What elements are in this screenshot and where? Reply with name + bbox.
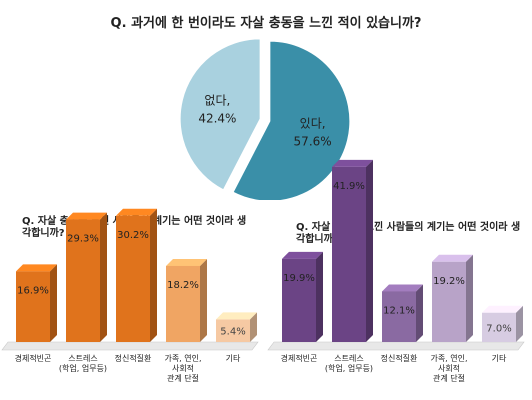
chart-floor (267, 341, 525, 351)
bar-value-label: 18.2% (167, 280, 199, 291)
bar-side (516, 305, 523, 342)
category-label: 기타 (491, 354, 507, 363)
bar-top (332, 159, 373, 167)
bar-value-label: 29.3% (67, 234, 99, 245)
category-label: 기타 (225, 354, 241, 363)
bar (216, 319, 250, 342)
bar-top (482, 305, 523, 313)
bar (332, 166, 366, 342)
bar-top (432, 254, 473, 262)
bar-top (66, 212, 107, 220)
bar-side (316, 251, 323, 342)
bar-value-label: 12.1% (383, 305, 415, 316)
category-label: 가족, 연인, 사회적 관계 단절 (164, 354, 202, 383)
bar-side (200, 258, 207, 342)
bar (432, 261, 466, 342)
bar (282, 258, 316, 342)
bar (166, 265, 200, 342)
category-label: 스트레스 (학업, 업무등) (324, 354, 374, 373)
bar-top (16, 264, 57, 272)
bar-value-label: 7.0% (486, 323, 511, 334)
pie-slice (232, 40, 351, 200)
left-bar-chart: 16.9% 29.3% 30.2% 18.2% 5.4% (1, 208, 259, 351)
bar-top (282, 251, 323, 259)
bar (382, 291, 416, 342)
pie-slice-value: 42.4% (198, 111, 236, 125)
pie-slice-label: 있다, (300, 117, 326, 131)
bar-top (166, 258, 207, 266)
bar (66, 219, 100, 342)
pie-slice-value: 57.6% (294, 135, 332, 149)
bar-side (366, 159, 373, 342)
bar-side (50, 264, 57, 342)
bar (116, 215, 150, 342)
page-title: Q. 과거에 한 번이라도 자살 충동을 느낀 적이 있습니까? (110, 16, 422, 31)
category-label: 가족, 연인, 사회적 관계 단절 (430, 354, 468, 383)
bar-top (216, 312, 257, 320)
bar-side (100, 212, 107, 342)
category-label: 정신적질환 (380, 354, 418, 363)
bar-side (416, 284, 423, 342)
bar-side (250, 312, 257, 342)
right-chart-title: Q. 자살 충동을 느낀 사람들의 계기는 어떤 것이라 생각합니까? (296, 222, 521, 245)
category-label: 스트레스 (학업, 업무등) (58, 354, 108, 373)
right-bar-chart: 19.9% 41.9% 12.1% 19.2% 7.0% (267, 159, 525, 351)
bar (16, 271, 50, 342)
pie-slice (179, 38, 261, 191)
bar (482, 312, 516, 342)
bar-value-label: 16.9% (17, 285, 49, 296)
pie-slice-label: 없다, (204, 93, 230, 107)
bar-value-label: 19.2% (433, 276, 465, 287)
category-label: 경제적빈곤 (14, 354, 52, 363)
pie-chart: 있다, 57.6% 없다, 42.4% (179, 38, 351, 200)
bar-top (382, 284, 423, 292)
bar-side (150, 208, 157, 342)
bar-side (466, 254, 473, 342)
bar-value-label: 30.2% (117, 230, 149, 241)
category-label: 경제적빈곤 (280, 354, 318, 363)
chart-floor (1, 341, 259, 351)
bar-value-label: 41.9% (333, 181, 365, 192)
bar-value-label: 5.4% (220, 327, 245, 338)
bar-value-label: 19.9% (283, 273, 315, 284)
bar-top (116, 208, 157, 216)
category-label: 정신적질환 (114, 354, 152, 363)
